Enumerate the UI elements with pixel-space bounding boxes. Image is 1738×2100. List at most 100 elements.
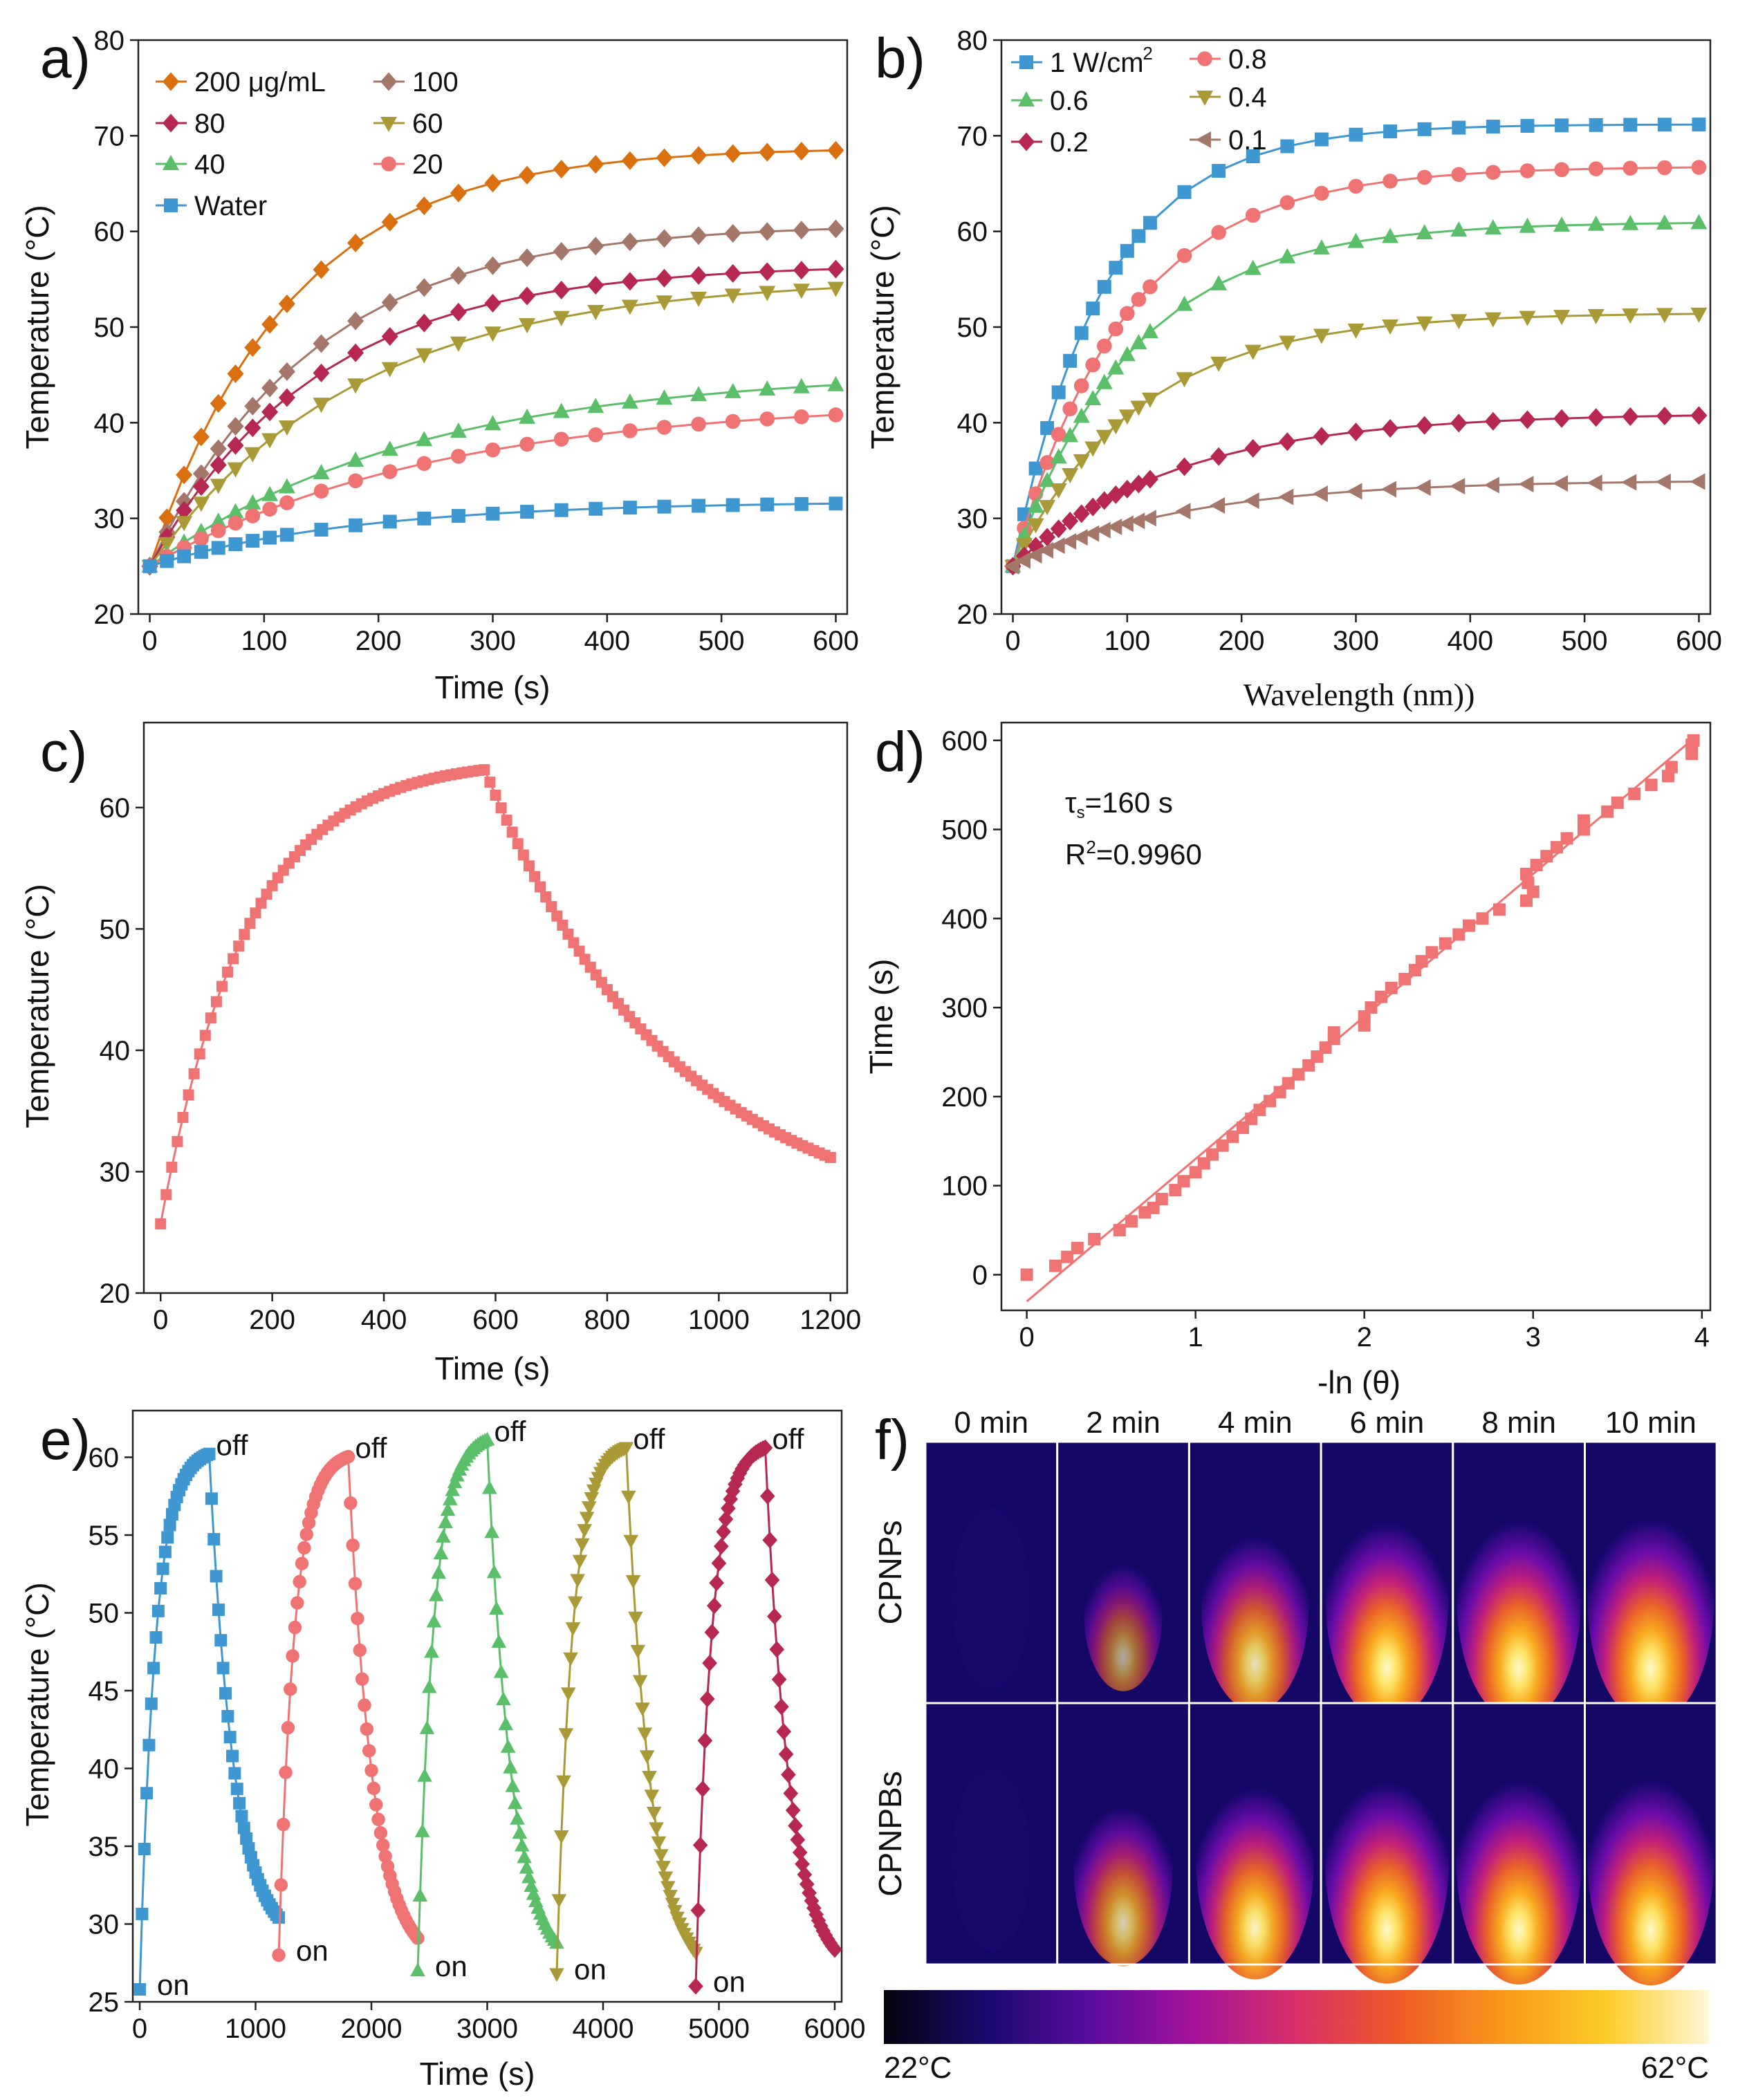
data-point: [278, 388, 295, 407]
data-point: [570, 1574, 585, 1588]
data-point: [244, 494, 261, 510]
data-point: [776, 1723, 792, 1740]
column-label: 10 min: [1605, 1406, 1697, 1440]
x-tick-label: 0: [153, 1305, 168, 1335]
data-point: [1656, 407, 1673, 426]
data-point: [136, 1907, 149, 1920]
data-point: [656, 1861, 671, 1875]
data-point: [827, 1941, 842, 1958]
data-point: [1141, 470, 1158, 489]
data-point: [1451, 167, 1467, 183]
legend-label: 60: [412, 109, 443, 139]
data-point: [210, 523, 226, 539]
legend-label: Water: [194, 191, 267, 221]
y-tick-label: 50: [100, 914, 131, 945]
data-point: [723, 1490, 739, 1508]
data-point: [353, 1643, 367, 1657]
column-label: 4 min: [1218, 1406, 1293, 1440]
data-point: [519, 286, 536, 306]
data-point: [1519, 217, 1536, 233]
data-point: [588, 427, 604, 443]
data-point: [424, 1644, 439, 1658]
data-point: [724, 263, 741, 283]
data-point: [1141, 392, 1158, 408]
data-point: [621, 232, 638, 252]
legend-marker: [1196, 131, 1211, 148]
y-tick-label: 50: [957, 313, 988, 343]
data-point: [166, 1161, 178, 1173]
legend-marker: [1019, 55, 1033, 69]
data-point: [194, 545, 208, 559]
data-point: [1020, 1268, 1033, 1281]
data-point: [1692, 118, 1706, 132]
data-point: [1061, 1250, 1074, 1263]
data-point: [210, 393, 227, 413]
data-point: [725, 1483, 741, 1500]
annotation-r2: R2=0.9960: [1065, 837, 1202, 871]
data-point: [1278, 488, 1294, 505]
data-point: [724, 224, 741, 243]
data-point: [793, 221, 810, 240]
data-point: [1038, 541, 1054, 559]
data-point: [1050, 519, 1067, 539]
data-point: [281, 1720, 295, 1735]
data-point: [381, 292, 398, 312]
legend-marker: [1018, 132, 1035, 151]
data-point: [1450, 314, 1468, 330]
data-point: [1130, 400, 1147, 416]
data-point: [1347, 232, 1365, 248]
data-point: [155, 1218, 167, 1229]
data-point: [1084, 497, 1102, 517]
data-point: [1690, 307, 1708, 323]
data-point: [284, 1682, 297, 1696]
panel-c: 0 200 400 600 800 1000 1200 20 30 40 50 60 c) Time (s…: [19, 721, 861, 1386]
data-point: [1073, 454, 1090, 470]
data-points: [1020, 734, 1700, 1281]
data-point: [244, 338, 261, 357]
x-tick-label: 3: [1526, 1322, 1541, 1353]
data-point: [489, 1601, 504, 1615]
thermal-image-cell: [1187, 1702, 1322, 1980]
data-point: [210, 455, 227, 474]
data-point: [348, 1577, 362, 1590]
y-tick-label: 55: [89, 1521, 120, 1551]
data-point: [510, 1810, 525, 1825]
data-point: [1417, 122, 1432, 136]
data-point: [759, 262, 776, 281]
data-point: [1049, 537, 1065, 555]
data-point: [1096, 429, 1113, 445]
data-point: [227, 417, 244, 436]
data-point: [1028, 461, 1043, 476]
y-tick-label: 40: [957, 408, 988, 438]
data-point: [227, 503, 244, 519]
data-point: [227, 364, 244, 384]
data-point: [523, 860, 535, 872]
data-point: [1051, 385, 1066, 400]
data-point: [278, 478, 295, 494]
data-point: [1279, 432, 1296, 452]
data-point: [519, 436, 535, 452]
colorbar: [884, 1990, 1709, 2044]
data-point: [1347, 323, 1365, 339]
data-point: [1484, 411, 1501, 431]
data-point: [1383, 174, 1398, 189]
column-label: 0 min: [954, 1406, 1029, 1440]
data-point: [1365, 1001, 1378, 1014]
data-point: [142, 559, 157, 573]
data-point: [426, 1613, 442, 1628]
data-point: [635, 1702, 650, 1717]
data-point: [1050, 483, 1067, 499]
data-point: [445, 1482, 461, 1496]
data-point: [621, 151, 638, 170]
y-tick-label: 70: [957, 121, 988, 151]
data-point: [1439, 937, 1452, 950]
data-point: [1039, 500, 1056, 516]
data-point: [250, 907, 261, 919]
data-point: [1314, 185, 1329, 201]
data-point: [262, 501, 277, 517]
x-tick-label: 100: [1104, 626, 1150, 656]
data-point: [1519, 163, 1535, 178]
thermal-image-cell: [1056, 1440, 1190, 1704]
data-point: [192, 464, 210, 483]
data-point: [341, 1449, 355, 1464]
